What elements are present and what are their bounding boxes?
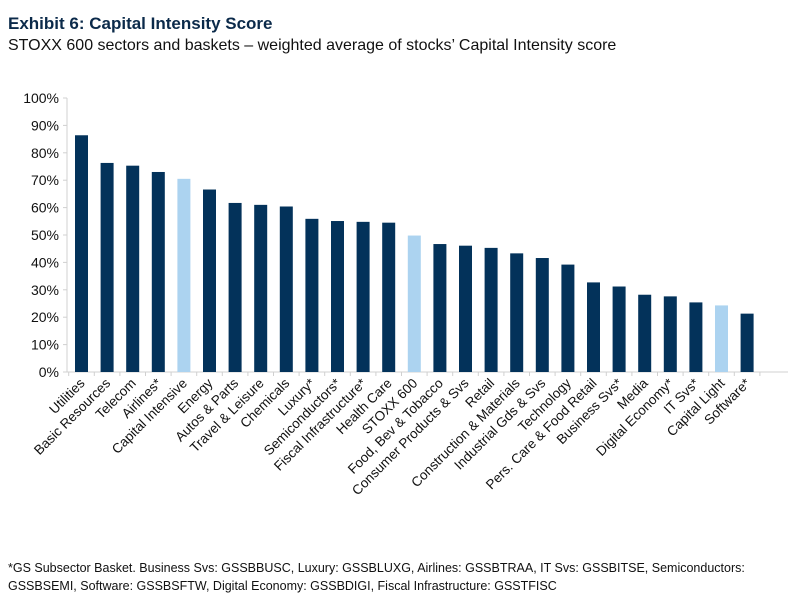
bar (151, 171, 165, 372)
bar-chart: 0%10%20%30%40%50%60%70%80%90%100%Utiliti… (23, 90, 788, 498)
bar (561, 264, 575, 372)
bar (510, 253, 524, 372)
y-tick-label: 80% (31, 145, 59, 161)
bar (382, 222, 396, 372)
y-tick-label: 50% (31, 227, 59, 243)
bar (305, 218, 319, 372)
bar (612, 286, 626, 372)
bar (433, 244, 447, 372)
bar (228, 202, 242, 372)
bar (279, 206, 293, 372)
bar (740, 313, 754, 372)
bar (535, 258, 549, 372)
footnote: *GS Subsector Basket. Business Svs: GSSB… (8, 561, 745, 593)
y-tick-label: 70% (31, 172, 59, 188)
chart-subtitle: STOXX 600 sectors and baskets – weighted… (8, 37, 617, 54)
bar (689, 302, 703, 372)
bar (663, 296, 677, 372)
bar (484, 247, 498, 372)
bar (459, 245, 472, 372)
bar (587, 282, 600, 372)
bar (715, 305, 728, 372)
y-tick-label: 0% (39, 364, 59, 380)
bar (100, 162, 114, 372)
bar (75, 135, 88, 372)
y-tick-label: 10% (31, 337, 59, 353)
bar (331, 221, 344, 372)
bar (203, 189, 216, 372)
y-tick-label: 40% (31, 254, 59, 270)
bar (356, 221, 370, 372)
chart-title: Exhibit 6: Capital Intensity Score (8, 14, 273, 33)
y-tick-label: 20% (31, 309, 59, 325)
y-tick-label: 90% (31, 117, 59, 133)
bar (126, 165, 140, 372)
y-tick-label: 60% (31, 200, 59, 216)
bar (254, 204, 268, 372)
bar (177, 178, 191, 372)
bar (638, 294, 652, 372)
y-tick-label: 30% (31, 282, 59, 298)
bar (407, 235, 421, 372)
y-tick-label: 100% (23, 90, 59, 106)
